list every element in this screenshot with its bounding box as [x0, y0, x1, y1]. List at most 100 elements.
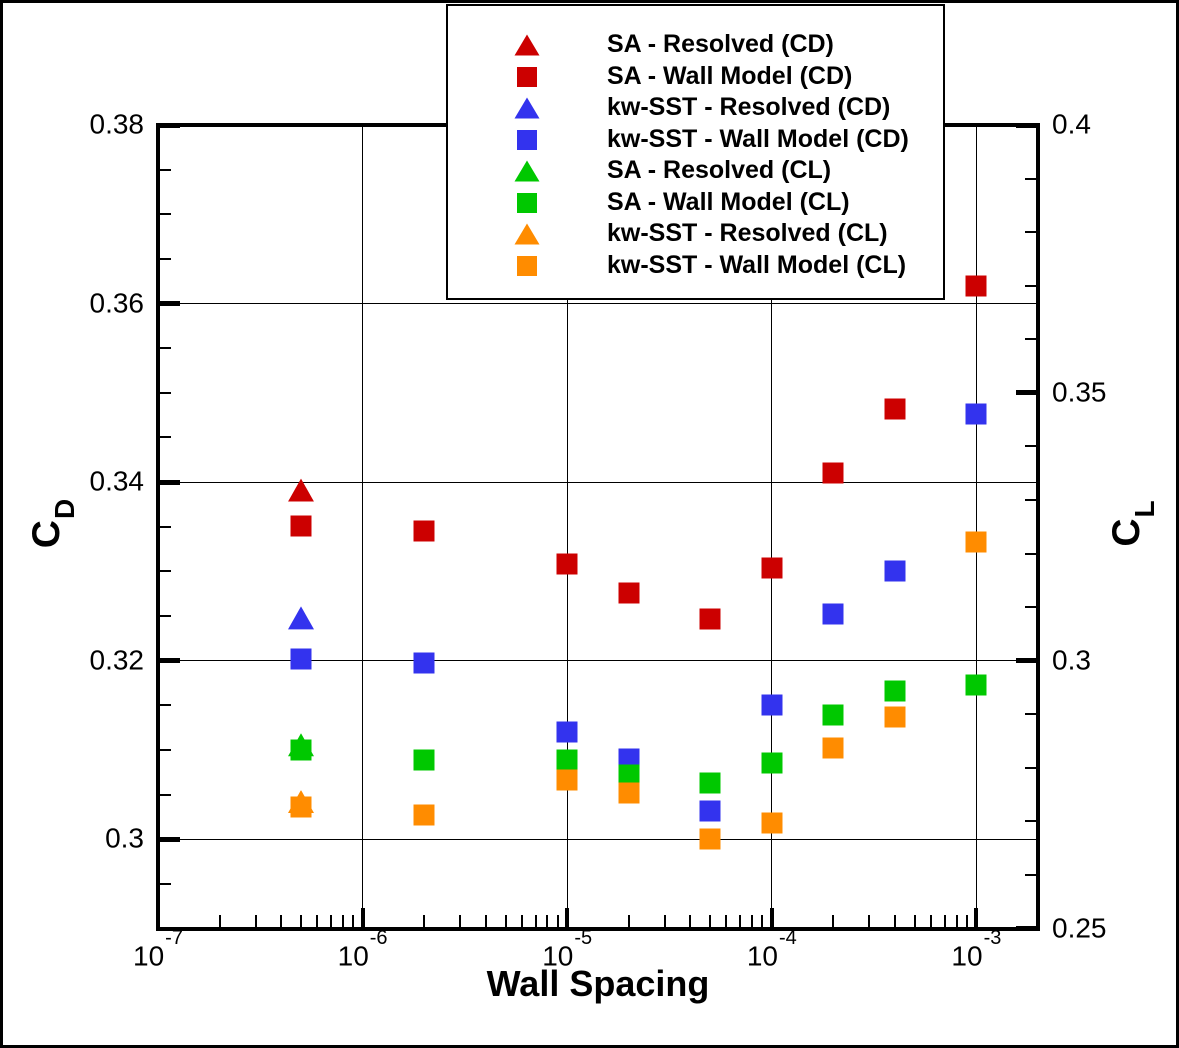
x-axis-title: Wall Spacing — [486, 963, 710, 1004]
y-right-minor-tick — [1025, 766, 1036, 769]
marker-sa-wall-model-cl — [965, 674, 987, 696]
marker-kw-sst-wall-model-cl — [965, 531, 987, 553]
x-minor-tick — [316, 915, 319, 927]
y-left-tick-label: 0.34 — [89, 465, 145, 497]
marker-kw-sst-wall-model-cd — [556, 721, 578, 743]
y-gridline — [160, 481, 1036, 483]
x-minor-tick — [556, 915, 559, 927]
marker-kw-sst-wall-model-cd — [699, 800, 721, 822]
x-minor-tick — [750, 915, 753, 927]
marker-kw-sst-wall-model-cd — [413, 652, 435, 674]
x-tick-exponent: -6 — [369, 927, 388, 949]
x-tick-exponent: -4 — [778, 927, 797, 949]
marker-sa-wall-model-cd — [556, 553, 578, 575]
x-minor-tick — [943, 915, 946, 927]
x-tick-label: 10-3 — [951, 927, 1002, 972]
marker-sa-wall-model-cl — [618, 764, 640, 786]
y-right-minor-tick — [1025, 606, 1036, 609]
y-left-minor-tick — [160, 793, 171, 796]
x-minor-tick — [459, 915, 462, 927]
marker-kw-sst-wall-model-cd — [822, 603, 844, 625]
marker-sa-wall-model-cd — [699, 608, 721, 630]
y-left-minor-tick — [160, 436, 171, 439]
y-right-minor-tick — [1025, 284, 1036, 287]
y-right-axis-title-sub: L — [1128, 500, 1160, 518]
marker-kw-sst-wall-model-cd — [618, 748, 640, 770]
x-minor-tick — [725, 915, 728, 927]
x-tick-exponent: -3 — [983, 927, 1002, 949]
marker-sa-wall-model-cd — [413, 520, 435, 542]
x-minor-tick — [520, 915, 523, 927]
y-left-minor-tick — [160, 748, 171, 751]
legend-label-sa-resolved-cl: SA - Resolved (CL) — [607, 155, 832, 184]
y-left-tick-label: 0.3 — [105, 822, 144, 854]
y-left-major-tick — [160, 658, 180, 664]
y-right-minor-tick — [1025, 177, 1036, 180]
y-left-minor-tick — [160, 168, 171, 171]
marker-sa-wall-model-cl — [699, 772, 721, 794]
legend-marker-sa-resolved-cl — [514, 160, 540, 182]
y-right-minor-tick — [1025, 231, 1036, 234]
marker-kw-sst-wall-model-cl — [556, 769, 578, 791]
y-right-minor-tick — [1025, 713, 1036, 716]
y-left-minor-tick — [160, 704, 171, 707]
y-left-minor-tick — [160, 882, 171, 885]
y-right-major-tick — [1016, 926, 1036, 931]
y-gridline — [160, 660, 1036, 662]
y-left-major-tick — [160, 836, 180, 842]
legend-marker-kw-sst-resolved-cd — [514, 97, 540, 119]
x-tick-exponent: -5 — [574, 927, 593, 949]
y-right-minor-tick — [1025, 820, 1036, 823]
legend-label-kw-sst-wall-model-cd: kw-SST - Wall Model (CD) — [607, 124, 909, 153]
x-gridline — [771, 127, 773, 927]
y-right-tick-label: 0.4 — [1052, 108, 1091, 140]
marker-kw-sst-wall-model-cl — [761, 812, 783, 834]
y-right-minor-tick — [1025, 552, 1036, 555]
marker-sa-wall-model-cd — [822, 462, 844, 484]
x-minor-tick — [218, 915, 221, 927]
x-major-tick — [974, 908, 979, 927]
y-left-axis-title: CD — [25, 499, 80, 549]
x-tick-label: 10-5 — [542, 927, 593, 972]
marker-kw-sst-wall-model-cd — [965, 403, 987, 425]
y-left-axis-title-main: C — [25, 520, 69, 549]
x-minor-tick — [893, 915, 896, 927]
y-left-axis-title-sub: D — [48, 498, 80, 520]
x-major-tick — [565, 908, 570, 927]
marker-sa-wall-model-cl — [884, 680, 906, 702]
x-minor-tick — [504, 915, 507, 927]
legend-label-sa-resolved-cd: SA - Resolved (CD) — [607, 29, 834, 58]
y-left-minor-tick — [160, 347, 171, 350]
y-left-minor-tick — [160, 525, 171, 528]
x-tick-exponent: -7 — [165, 927, 183, 949]
y-right-major-tick — [1016, 122, 1036, 128]
legend-marker-sa-wall-model-cl — [517, 192, 537, 213]
y-right-tick-label: 0.3 — [1052, 644, 1091, 676]
x-minor-tick — [761, 915, 764, 927]
marker-sa-wall-model-cl — [822, 704, 844, 726]
marker-sa-wall-model-cl — [413, 749, 435, 771]
legend-label-sa-wall-model-cl: SA - Wall Model (CL) — [607, 187, 850, 216]
x-minor-tick — [534, 915, 537, 927]
x-minor-tick — [832, 915, 835, 927]
marker-sa-wall-model-cd — [884, 398, 906, 420]
y-left-minor-tick — [160, 570, 171, 573]
marker-kw-sst-wall-model-cl — [884, 706, 906, 728]
legend: SA - Resolved (CD) SA - Wall Model (CD) kw… — [446, 4, 945, 300]
y-left-tick-label: 0.38 — [89, 108, 145, 140]
y-left-minor-tick — [160, 257, 171, 260]
x-minor-tick — [868, 915, 871, 927]
y-right-axis-title: CL — [1105, 500, 1160, 546]
x-minor-tick — [663, 915, 666, 927]
x-gridline — [566, 127, 568, 927]
x-minor-tick — [689, 915, 692, 927]
x-tick-label: 10-4 — [746, 927, 797, 972]
marker-sa-wall-model-cd — [761, 557, 783, 579]
y-right-major-tick — [1016, 390, 1036, 396]
y-right-minor-tick — [1025, 445, 1036, 448]
marker-sa-wall-model-cl — [761, 752, 783, 774]
x-minor-tick — [739, 915, 742, 927]
x-minor-tick — [546, 915, 549, 927]
x-minor-tick — [254, 915, 257, 927]
